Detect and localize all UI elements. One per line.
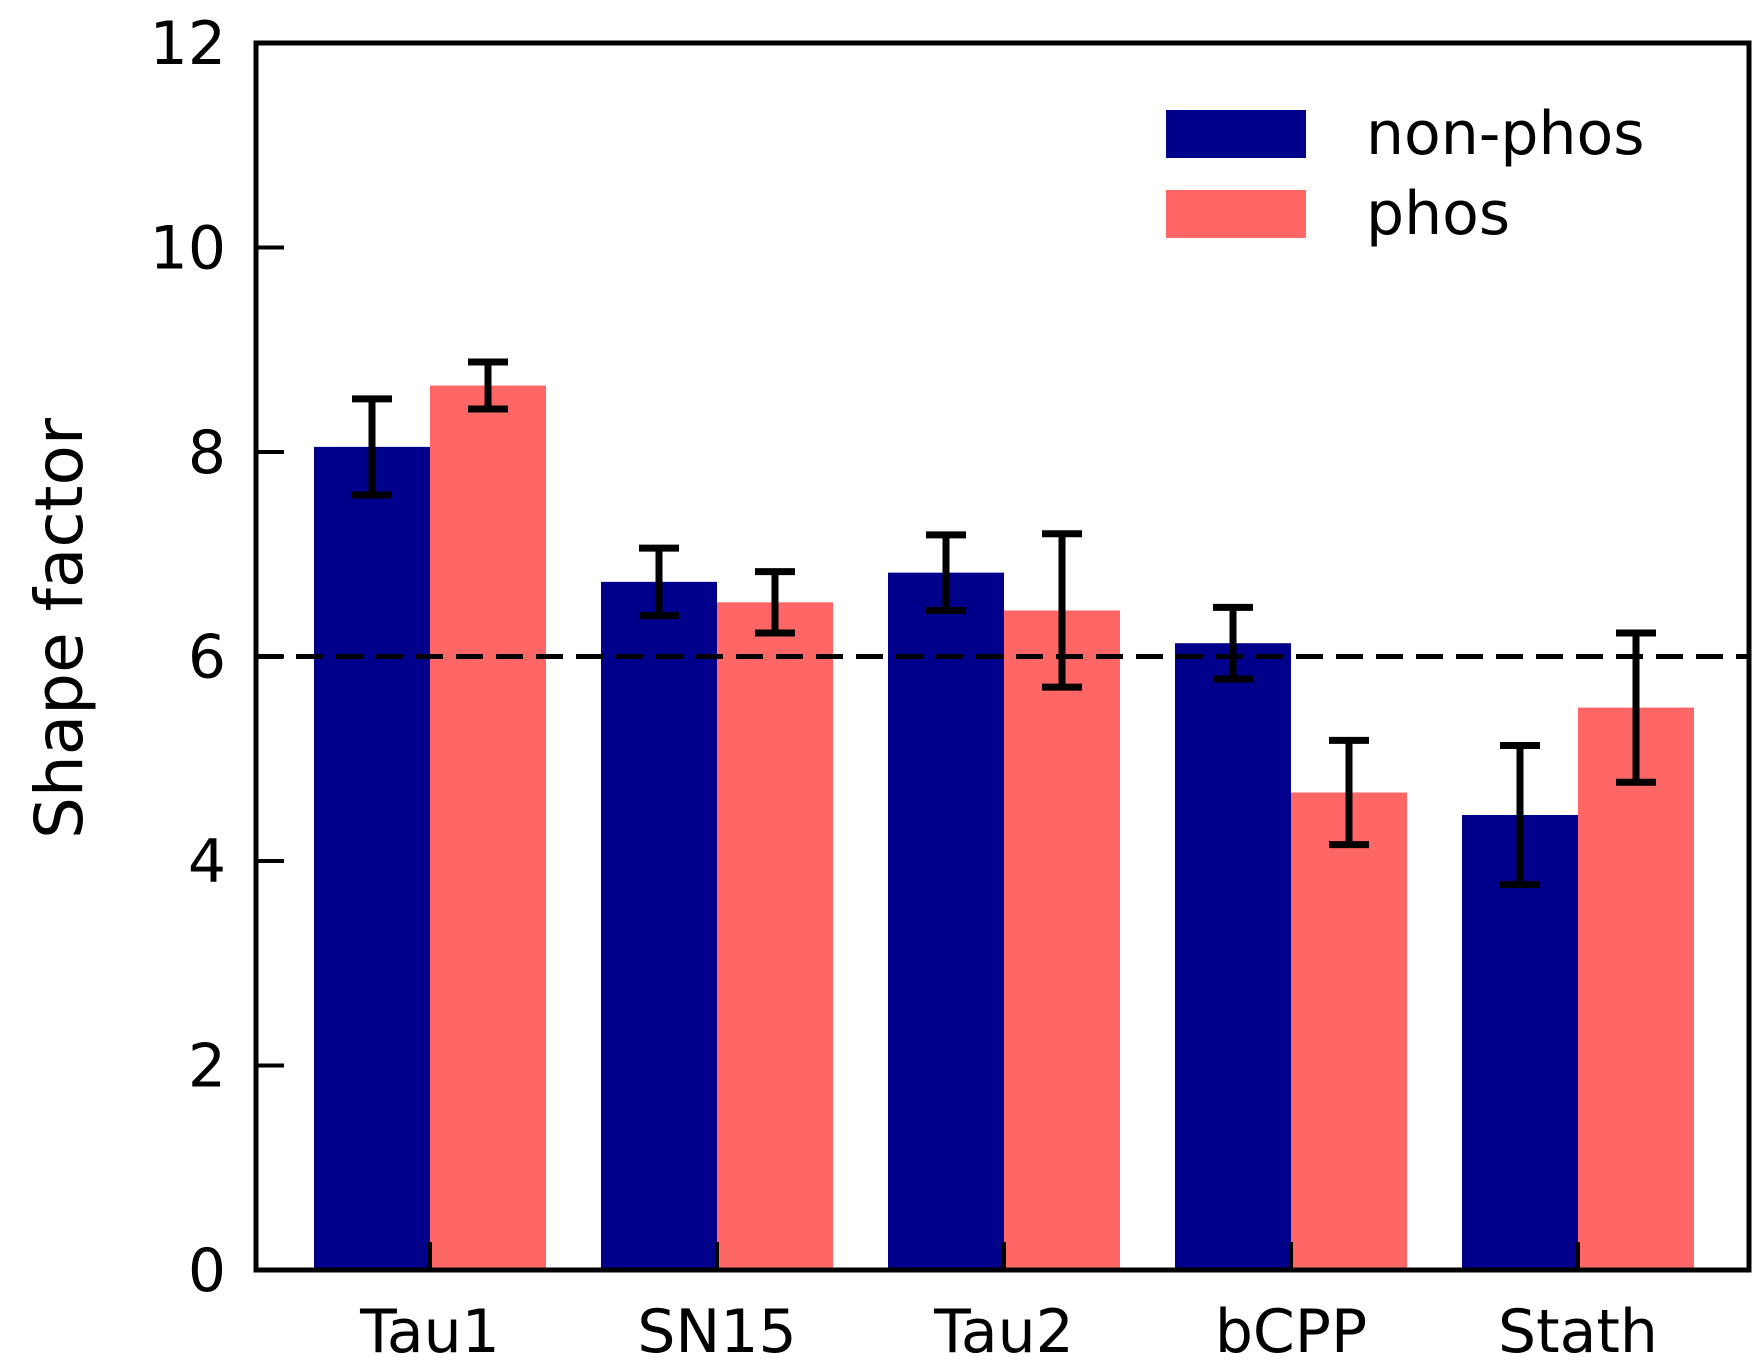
error-bar-phos-Tau2	[1042, 530, 1082, 691]
bar-non-phos-Tau1	[314, 446, 430, 1270]
error-bar-phos-Stath	[1616, 629, 1656, 786]
y-axis-label: Shape factor	[21, 417, 98, 839]
error-bar-non-phos-bCPP	[1213, 603, 1253, 683]
bar-phos-Stath	[1578, 707, 1694, 1270]
bar-phos-bCPP	[1291, 792, 1407, 1270]
bar-non-phos-bCPP	[1175, 643, 1291, 1270]
error-bar-non-phos-Tau2	[926, 531, 966, 614]
legend-swatch-non-phos	[1166, 110, 1306, 158]
legend-swatch-phos	[1166, 190, 1306, 238]
y-tick-label: 4	[188, 827, 226, 897]
x-tick-label: SN15	[637, 1297, 796, 1367]
y-tick-label: 8	[188, 418, 226, 488]
y-tick-label: 0	[188, 1236, 226, 1306]
y-tick-label: 2	[188, 1032, 226, 1102]
legend-label-phos: phos	[1366, 179, 1510, 249]
x-tick-label: Tau2	[933, 1297, 1074, 1367]
x-tick-label: Stath	[1498, 1297, 1658, 1367]
bar-non-phos-Tau2	[888, 572, 1004, 1270]
error-bar-phos-bCPP	[1329, 736, 1369, 849]
legend-label-non-phos: non-phos	[1366, 99, 1645, 169]
error-bar-non-phos-SN15	[639, 544, 679, 620]
bar-phos-SN15	[717, 602, 833, 1270]
x-tick-label: bCPP	[1215, 1297, 1367, 1367]
error-bar-non-phos-Tau1	[352, 395, 392, 499]
y-tick-label: 12	[150, 9, 226, 79]
x-tick-label: Tau1	[359, 1297, 500, 1367]
bar-phos-Tau2	[1004, 610, 1120, 1270]
y-tick-label: 6	[188, 623, 226, 693]
bar-phos-Tau1	[430, 385, 546, 1271]
bar-non-phos-Stath	[1462, 814, 1578, 1270]
error-bar-non-phos-Stath	[1500, 741, 1540, 889]
bar-non-phos-SN15	[601, 581, 717, 1270]
y-tick-label: 10	[150, 214, 226, 284]
error-bar-phos-SN15	[755, 568, 795, 637]
error-bar-phos-Tau1	[468, 358, 508, 413]
